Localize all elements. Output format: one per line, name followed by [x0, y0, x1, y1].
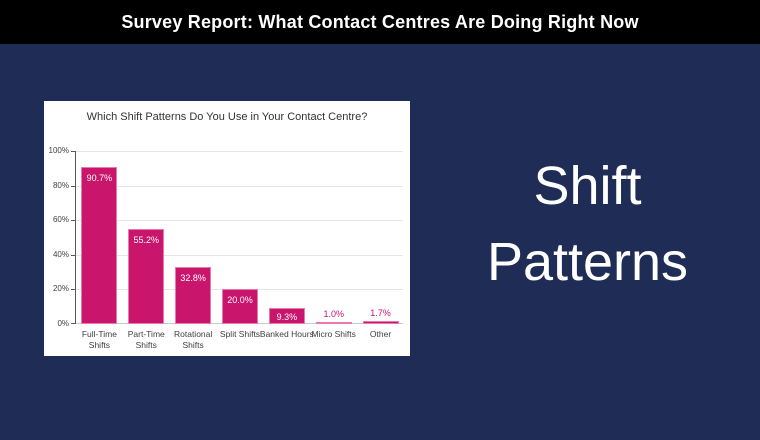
header-bar: Survey Report: What Contact Centres Are …: [0, 0, 760, 44]
gridline-100%: [76, 151, 403, 152]
bar-part-time-shifts: 55.2%: [128, 229, 165, 324]
bar-value-label: 9.3%: [276, 311, 298, 322]
chart-panel: Which Shift Patterns Do You Use in Your …: [44, 101, 410, 356]
bar-other: [362, 321, 399, 324]
bar-rotational-shifts: 32.8%: [175, 267, 212, 324]
y-axis-label: 80%: [52, 180, 69, 190]
gridline-80%: [76, 185, 403, 187]
x-axis-category-label: Split Shifts: [219, 329, 261, 339]
y-axis-label: 100%: [48, 146, 69, 155]
bar-value-label: 20.0%: [227, 295, 253, 305]
chart-title: Which Shift Patterns Do You Use in Your …: [86, 111, 368, 123]
header-title: Survey Report: What Contact Centres Are …: [121, 11, 639, 32]
slide-heading-line1: Shift: [533, 156, 642, 216]
y-axis-label: 20%: [52, 284, 69, 294]
y-axis-label: 40%: [52, 249, 69, 259]
bar-full-time-shifts: 90.7%: [81, 167, 118, 324]
slide-heading: Shift Patterns: [415, 148, 760, 300]
gridline-40%: [76, 254, 403, 256]
slide-heading-line2: Patterns: [486, 232, 689, 292]
bar-split-shifts: 20.0%: [222, 289, 258, 324]
bar-micro-shifts: [315, 322, 352, 324]
bar-value-label: 32.8%: [180, 273, 206, 283]
bar-value-label: 55.2%: [133, 235, 160, 245]
y-axis-label: 0%: [57, 319, 69, 328]
x-axis-category-label: Banked Hours: [259, 329, 314, 339]
x-axis-category-label: Part-Time Shifts: [127, 329, 165, 351]
x-axis-category-label: Rotational Shifts: [173, 329, 213, 351]
bar-value-label: 1.7%: [370, 308, 391, 318]
x-axis-category-label: Micro Shifts: [311, 329, 356, 339]
y-axis-tick: [71, 323, 76, 324]
x-axis-category-label: Full-Time Shifts: [81, 329, 117, 351]
y-axis-tick: [71, 289, 76, 291]
bar-banked-hours: 9.3%: [268, 308, 305, 324]
y-axis-label: 60%: [52, 215, 69, 225]
bar-value-label: 90.7%: [86, 173, 113, 183]
y-axis-tick: [71, 185, 76, 187]
y-axis-tick: [71, 151, 76, 152]
y-axis-tick: [71, 220, 76, 222]
bar-value-label: 1.0%: [323, 309, 344, 319]
x-axis-category-label: Other: [369, 329, 392, 339]
plot-area: 100% 80% 60% 40% 20% 0% 90.7% Full-Time Shifts 5…: [49, 147, 403, 350]
y-axis-tick: [71, 254, 76, 256]
gridline-60%: [76, 220, 403, 222]
